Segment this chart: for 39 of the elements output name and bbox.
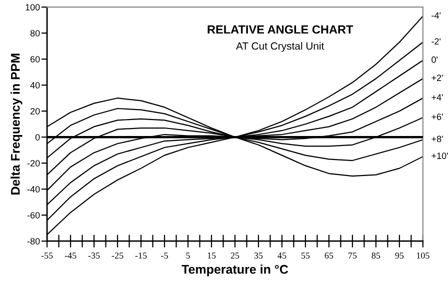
y-tick-label: 80 <box>30 30 40 36</box>
x-tick-label: 105 <box>416 252 430 259</box>
x-tick-label: 95 <box>395 252 404 259</box>
series-label: -2' <box>432 38 441 45</box>
x-tick-label: 5 <box>186 252 190 259</box>
x-tick-label: 15 <box>208 252 216 259</box>
x-tick-label: -35 <box>88 252 100 259</box>
x-tick-label: -5 <box>161 252 168 259</box>
series-label: +10' <box>432 152 448 160</box>
y-axis-title: Delta Frequency in PPM <box>10 54 22 194</box>
y-tick-label: -80 <box>27 238 40 244</box>
series-label: +8' <box>432 136 443 142</box>
y-tick-label: -40 <box>27 186 40 192</box>
x-tick-label: -15 <box>135 252 147 259</box>
x-tick-label: 75 <box>348 252 357 259</box>
y-tick-label: 0 <box>35 134 40 140</box>
y-tick-label: 100 <box>26 4 40 10</box>
x-axis-title: Temperature in °C <box>182 264 288 276</box>
x-tick-label: -55 <box>41 252 53 259</box>
series-label: -4' <box>432 12 441 19</box>
x-tick-label: 55 <box>301 252 310 259</box>
x-tick-label: 25 <box>230 252 240 259</box>
x-tick-label: -25 <box>112 252 124 259</box>
series-label: +4' <box>432 94 443 100</box>
y-tick-label: -60 <box>27 212 40 218</box>
y-tick-label: 40 <box>30 82 40 88</box>
y-tick-label: -20 <box>27 160 40 166</box>
series-label: +2' <box>432 74 443 81</box>
x-tick-label: 65 <box>324 252 334 259</box>
x-tick-label: 35 <box>254 252 263 259</box>
x-tick-label: -45 <box>64 252 76 259</box>
x-tick-label: 45 <box>278 252 286 259</box>
y-tick-label: 60 <box>30 56 40 62</box>
series-label: +6' <box>432 114 443 120</box>
text: AT Cut Crystal Unit <box>236 42 324 52</box>
x-tick-label: 85 <box>372 252 380 259</box>
text: RELATIVE ANGLE CHART <box>208 25 354 34</box>
y-tick-label: 20 <box>30 108 40 114</box>
series-label: 0' <box>432 56 438 63</box>
